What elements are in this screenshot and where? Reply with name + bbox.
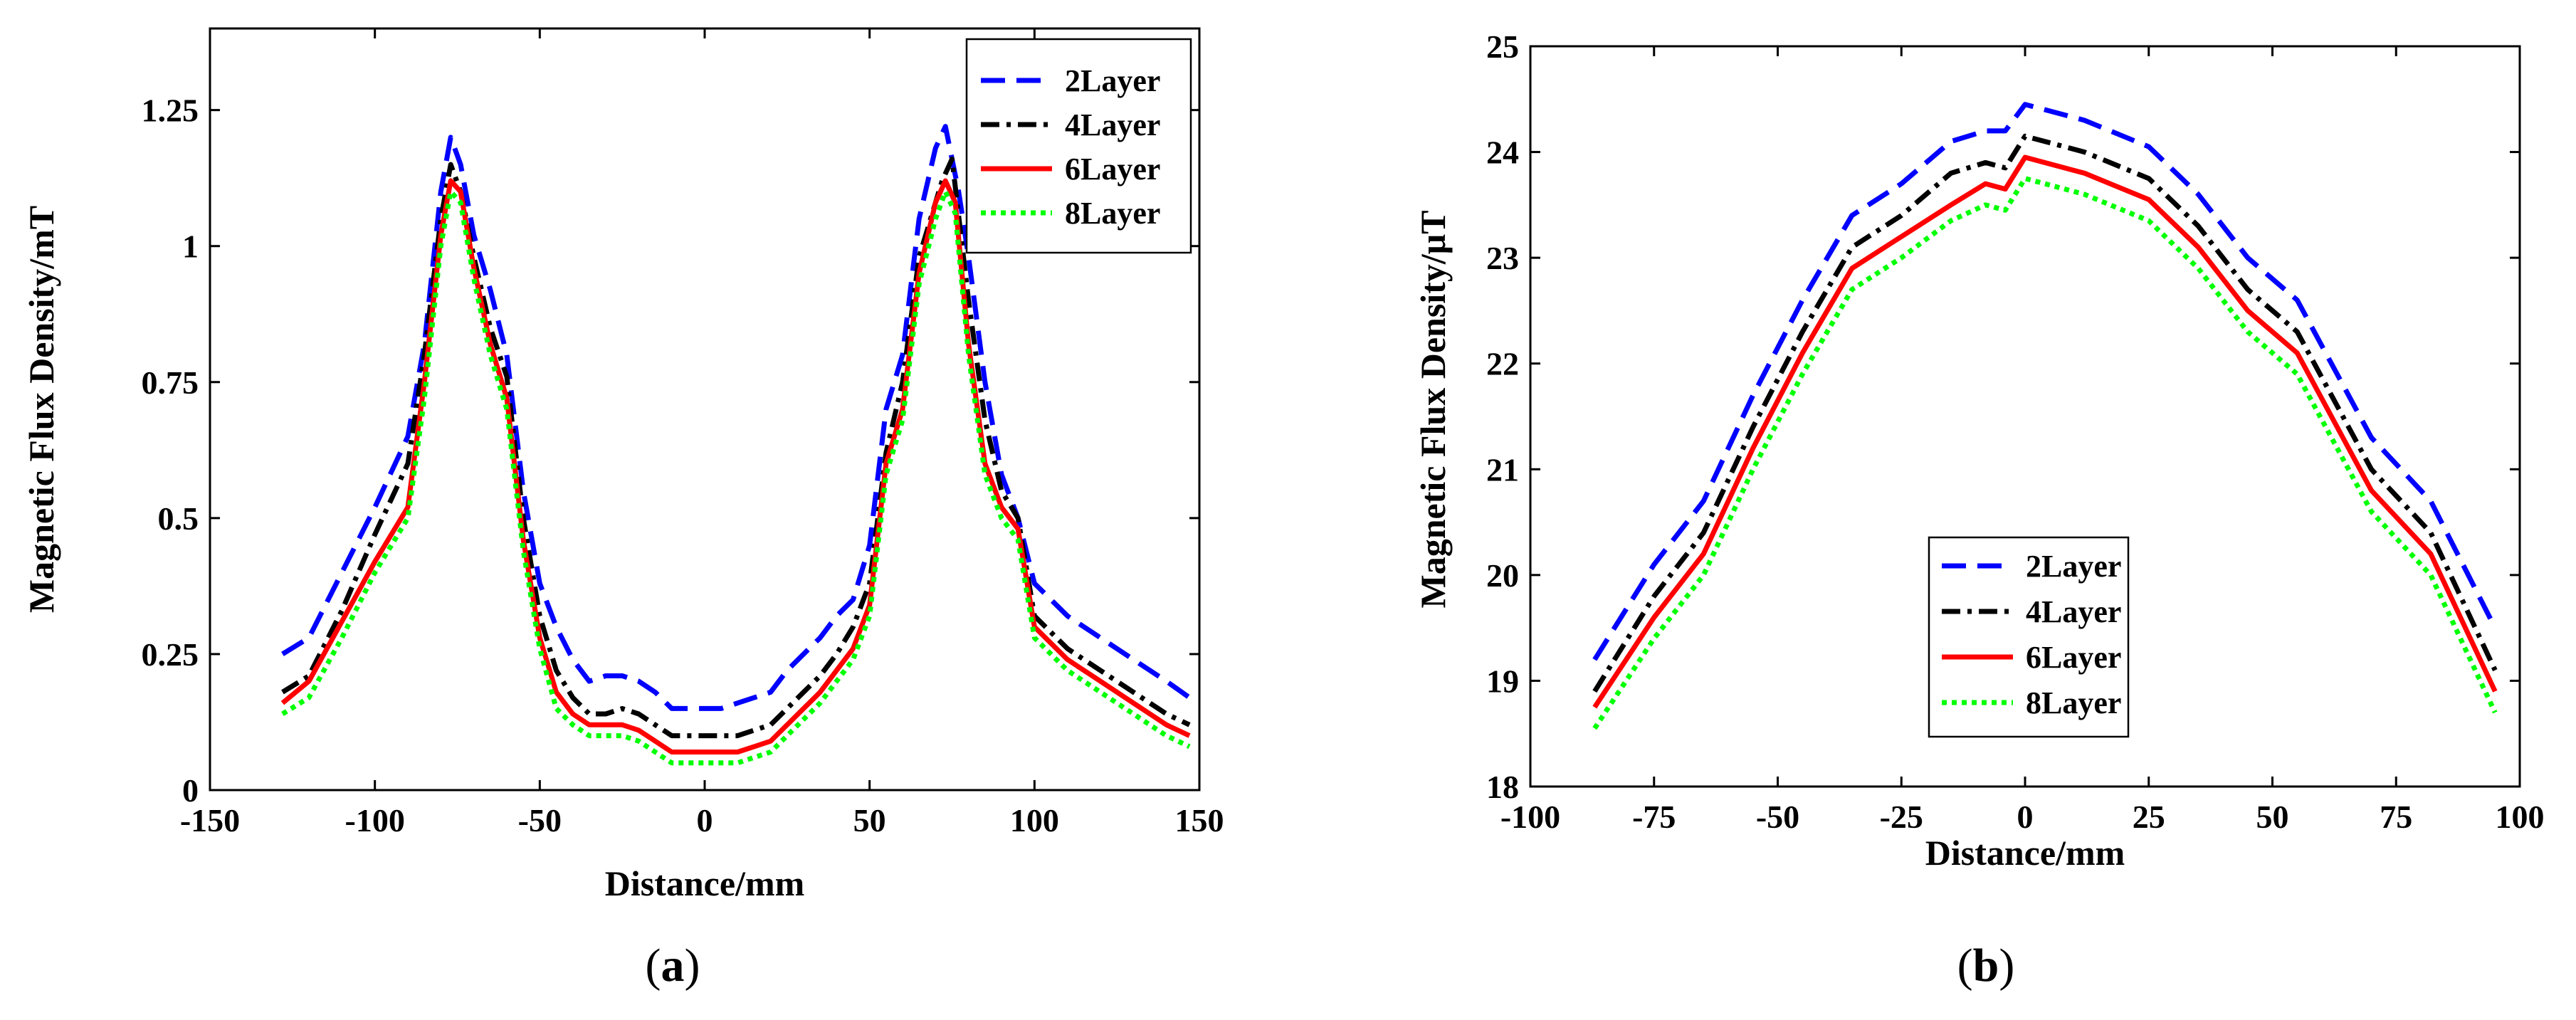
y-tick-label: 24 <box>1486 135 1519 171</box>
y-tick-label: 20 <box>1486 557 1519 594</box>
axis-ticks-a: -150 -100 -50 0 50 100 150 0 0.25 0.5 0.75 1 1.25 <box>142 28 1224 838</box>
x-tick-label: 0 <box>2017 799 2034 835</box>
x-tick-label: -100 <box>1500 799 1560 835</box>
y-tick-label: 19 <box>1486 663 1519 699</box>
x-tick-label: -100 <box>345 802 405 838</box>
legend-label-2layer: 2Layer <box>2026 549 2121 584</box>
x-tick-label: 50 <box>853 802 886 838</box>
y-tick-label: 18 <box>1486 769 1519 805</box>
y-tick-label: 23 <box>1486 240 1519 276</box>
x-tick-label: 50 <box>2256 799 2289 835</box>
x-axis-label-b: Distance/mm <box>1925 833 2125 873</box>
legend-label-8layer: 8Layer <box>2026 685 2121 720</box>
y-axis-label-b: Magnetic Flux Density/μT <box>1413 211 1453 609</box>
chart-panel-a: -150 -100 -50 0 50 100 150 0 0.25 0.5 0.75 1 1.25 Di… <box>21 27 1224 992</box>
y-tick-label: 22 <box>1486 346 1519 382</box>
series-line-4layer <box>1592 133 2498 693</box>
panel-letter-b: b <box>1973 940 1999 992</box>
y-tick-label: 0 <box>182 772 199 809</box>
y-tick-label: 25 <box>1486 28 1519 65</box>
y-axis-label-a: Magnetic Flux Density/mT <box>21 206 61 613</box>
legend-label-6layer: 6Layer <box>1065 152 1160 186</box>
x-tick-label: -75 <box>1632 799 1676 835</box>
y-tick-label: 0.75 <box>142 364 199 401</box>
y-tick-label: 0.25 <box>142 636 199 673</box>
series-line-6layer <box>1592 154 2498 709</box>
x-tick-label: 75 <box>2380 799 2412 835</box>
y-tick-label: 1 <box>182 228 199 265</box>
series-lines-a <box>280 124 1192 766</box>
series-lines-b <box>1592 102 2498 730</box>
legend-label-6layer: 6Layer <box>2026 640 2121 675</box>
legend-b: 2Layer 4Layer 6Layer 8Layer <box>1928 536 2130 738</box>
chart-panel-b: -100 -75 -50 -25 0 25 50 75 1001819202122232425 … <box>1413 28 2545 992</box>
x-tick-label: -25 <box>1880 799 1923 835</box>
series-line-8layer <box>1592 176 2498 730</box>
axis-ticks-b: -100 -75 -50 -25 0 25 50 75 100 18 19 20 21 22 23 24 25 <box>1486 28 2545 835</box>
legend-a: 2Layer 4Layer 6Layer 8Layer <box>965 38 1192 254</box>
x-tick-label: 100 <box>1010 802 1059 838</box>
panel-label-b: (b) <box>1957 940 2015 992</box>
x-axis-label-a: Distance/mm <box>605 863 805 903</box>
x-tick-label: -50 <box>1756 799 1799 835</box>
x-tick-label: 0 <box>697 802 713 838</box>
legend-label-2layer: 2Layer <box>1065 63 1160 98</box>
x-tick-label: 100 <box>2496 799 2545 835</box>
panel-letter-a: a <box>661 940 685 992</box>
legend-box-a <box>965 38 1192 254</box>
y-tick-label: 0.5 <box>158 500 199 537</box>
x-tick-label: 25 <box>2133 799 2165 835</box>
y-tick-label: 1.25 <box>142 93 199 129</box>
x-tick-label: -150 <box>180 802 240 838</box>
panel-label-a: (a) <box>646 940 700 992</box>
legend-label-8layer: 8Layer <box>1065 196 1160 231</box>
legend-label-4layer: 4Layer <box>2026 594 2121 629</box>
series-line-2layer <box>1592 102 2498 661</box>
series-line-8layer <box>281 189 1191 766</box>
x-tick-label: -50 <box>518 802 562 838</box>
legend-label-4layer: 4Layer <box>1065 107 1160 142</box>
legend-box-b <box>1928 536 2130 738</box>
x-tick-label: 150 <box>1175 802 1224 838</box>
y-tick-label: 21 <box>1486 451 1519 488</box>
